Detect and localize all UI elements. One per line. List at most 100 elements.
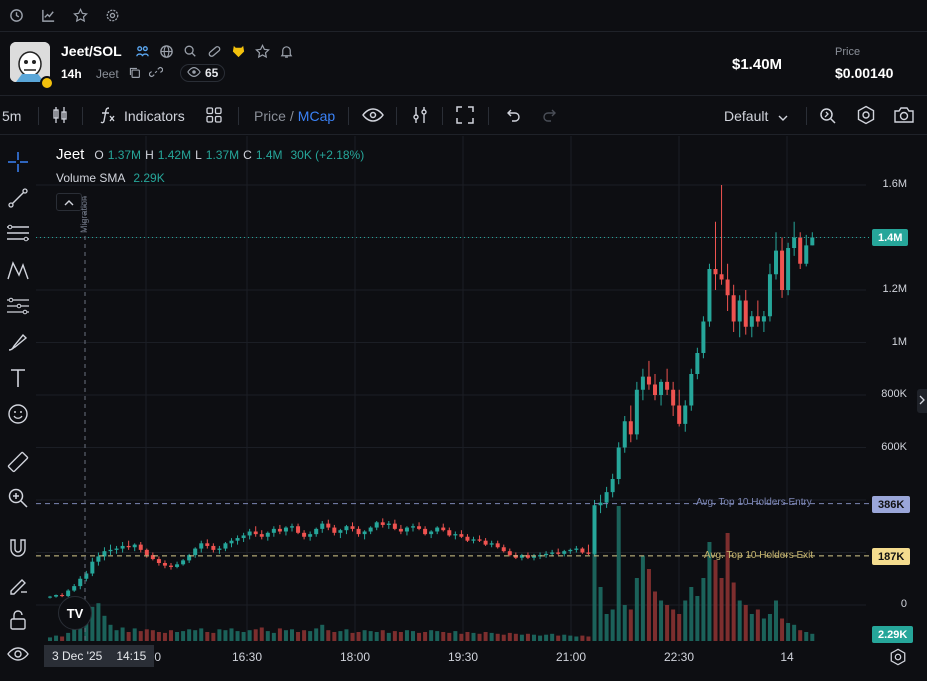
star-icon[interactable] [253, 42, 271, 60]
volume-bar [453, 631, 458, 641]
legend-symbol[interactable]: Jeet [56, 146, 85, 163]
volume-bar [610, 609, 615, 641]
star-icon[interactable] [70, 6, 90, 26]
candle-type-button[interactable] [50, 97, 70, 135]
axis-settings-icon[interactable] [889, 648, 907, 671]
community-icon[interactable] [133, 42, 151, 60]
candle [592, 505, 597, 554]
history-icon[interactable] [6, 6, 26, 26]
volume-bar [774, 600, 778, 641]
candle [344, 526, 349, 531]
candle [126, 545, 131, 548]
search-icon[interactable] [181, 42, 199, 60]
volume-bar [538, 635, 543, 641]
volume-bar [495, 633, 500, 641]
candle [241, 535, 246, 539]
candle [229, 540, 234, 544]
chart-settings-button[interactable] [856, 97, 876, 135]
fib-lines-icon[interactable] [5, 221, 31, 247]
website-icon[interactable] [157, 42, 175, 60]
collapse-legend-button[interactable] [56, 193, 82, 211]
redo-button[interactable] [541, 97, 559, 135]
viewers-count: 65 [180, 64, 226, 82]
text-tool-icon[interactable] [5, 365, 31, 391]
chevron-down-icon [778, 108, 788, 124]
volume-bar [308, 631, 313, 641]
candle [211, 545, 216, 550]
candle [713, 269, 718, 275]
candle [338, 530, 343, 533]
candle [634, 389, 639, 435]
price-tick: 1M [891, 335, 907, 348]
volume-sma-value: 2.29K [133, 171, 165, 185]
time-axis[interactable]: 15:00 16:30 18:00 19:30 21:00 22:30 14 [36, 644, 856, 668]
hide-drawings-icon[interactable] [5, 641, 31, 667]
chevron-right-icon [919, 392, 925, 410]
copy-icon[interactable] [128, 66, 141, 84]
indicators-button[interactable]: Indicators [98, 97, 185, 135]
projection-icon[interactable] [5, 293, 31, 319]
emoji-icon[interactable] [5, 401, 31, 427]
zoom-in-icon[interactable] [5, 485, 31, 511]
settings-sliders-button[interactable] [410, 97, 430, 135]
quick-search-button[interactable] [818, 97, 838, 135]
bell-icon[interactable] [277, 42, 295, 60]
crosshair-icon[interactable] [5, 149, 31, 175]
volume-bar [792, 624, 797, 641]
link-icon[interactable] [148, 65, 164, 84]
layouts-button[interactable] [205, 97, 223, 135]
tradingview-logo[interactable]: TV [58, 596, 92, 630]
gear-icon[interactable] [102, 6, 122, 26]
candle [671, 389, 676, 406]
volume-bar [404, 630, 409, 641]
expand-panel-button[interactable] [917, 389, 927, 413]
trend-line-icon[interactable] [5, 185, 31, 211]
price-chart[interactable] [36, 136, 927, 681]
pill-icon[interactable] [205, 42, 223, 60]
volume-bar [628, 609, 633, 641]
lion-icon[interactable] [229, 42, 247, 60]
candle [102, 551, 107, 557]
volume-bar [423, 632, 428, 641]
pattern-icon[interactable] [5, 257, 31, 283]
interval-button[interactable]: 5m [2, 108, 22, 124]
candle [719, 274, 724, 280]
candle [235, 538, 240, 541]
token-avatar[interactable] [10, 42, 50, 82]
brush-icon[interactable] [5, 329, 31, 355]
candle [610, 479, 615, 493]
volume-bar [810, 633, 815, 641]
price-mcap-toggle[interactable]: Price / MCap [254, 97, 335, 135]
undo-button[interactable] [504, 97, 522, 135]
lock-icon[interactable] [5, 607, 31, 633]
visibility-button[interactable] [362, 97, 384, 135]
candle [532, 556, 536, 558]
volume-bar [259, 627, 264, 641]
screenshot-button[interactable] [893, 97, 915, 135]
candle [550, 552, 555, 554]
candle [489, 543, 494, 545]
candle [780, 250, 785, 290]
chart-line-icon[interactable] [38, 6, 58, 26]
volume-bar [701, 578, 706, 641]
volume-bar [707, 542, 712, 641]
volume-sma-label[interactable]: Volume SMA [56, 171, 126, 185]
volume-bar [507, 632, 512, 641]
volume-bar [277, 628, 282, 641]
last-price-badge: 1.4M [872, 229, 909, 246]
fullscreen-button[interactable] [455, 97, 475, 135]
price-tick: 1.2M [882, 283, 907, 295]
magnet-icon[interactable] [5, 535, 31, 561]
layout-select[interactable]: Default [724, 97, 788, 135]
volume-bar [580, 635, 585, 641]
eye-icon [187, 66, 201, 81]
volume-bar [489, 632, 494, 641]
volume-bar [786, 623, 791, 641]
mcap-toggle-label[interactable]: MCap [297, 108, 336, 124]
ruler-icon[interactable] [5, 449, 31, 475]
volume-bar [435, 631, 440, 641]
lock-drawing-icon[interactable] [5, 571, 31, 597]
price-toggle-label[interactable]: Price [254, 108, 286, 124]
volume-bar [368, 631, 373, 641]
legend-open: 1.37M [107, 148, 142, 162]
